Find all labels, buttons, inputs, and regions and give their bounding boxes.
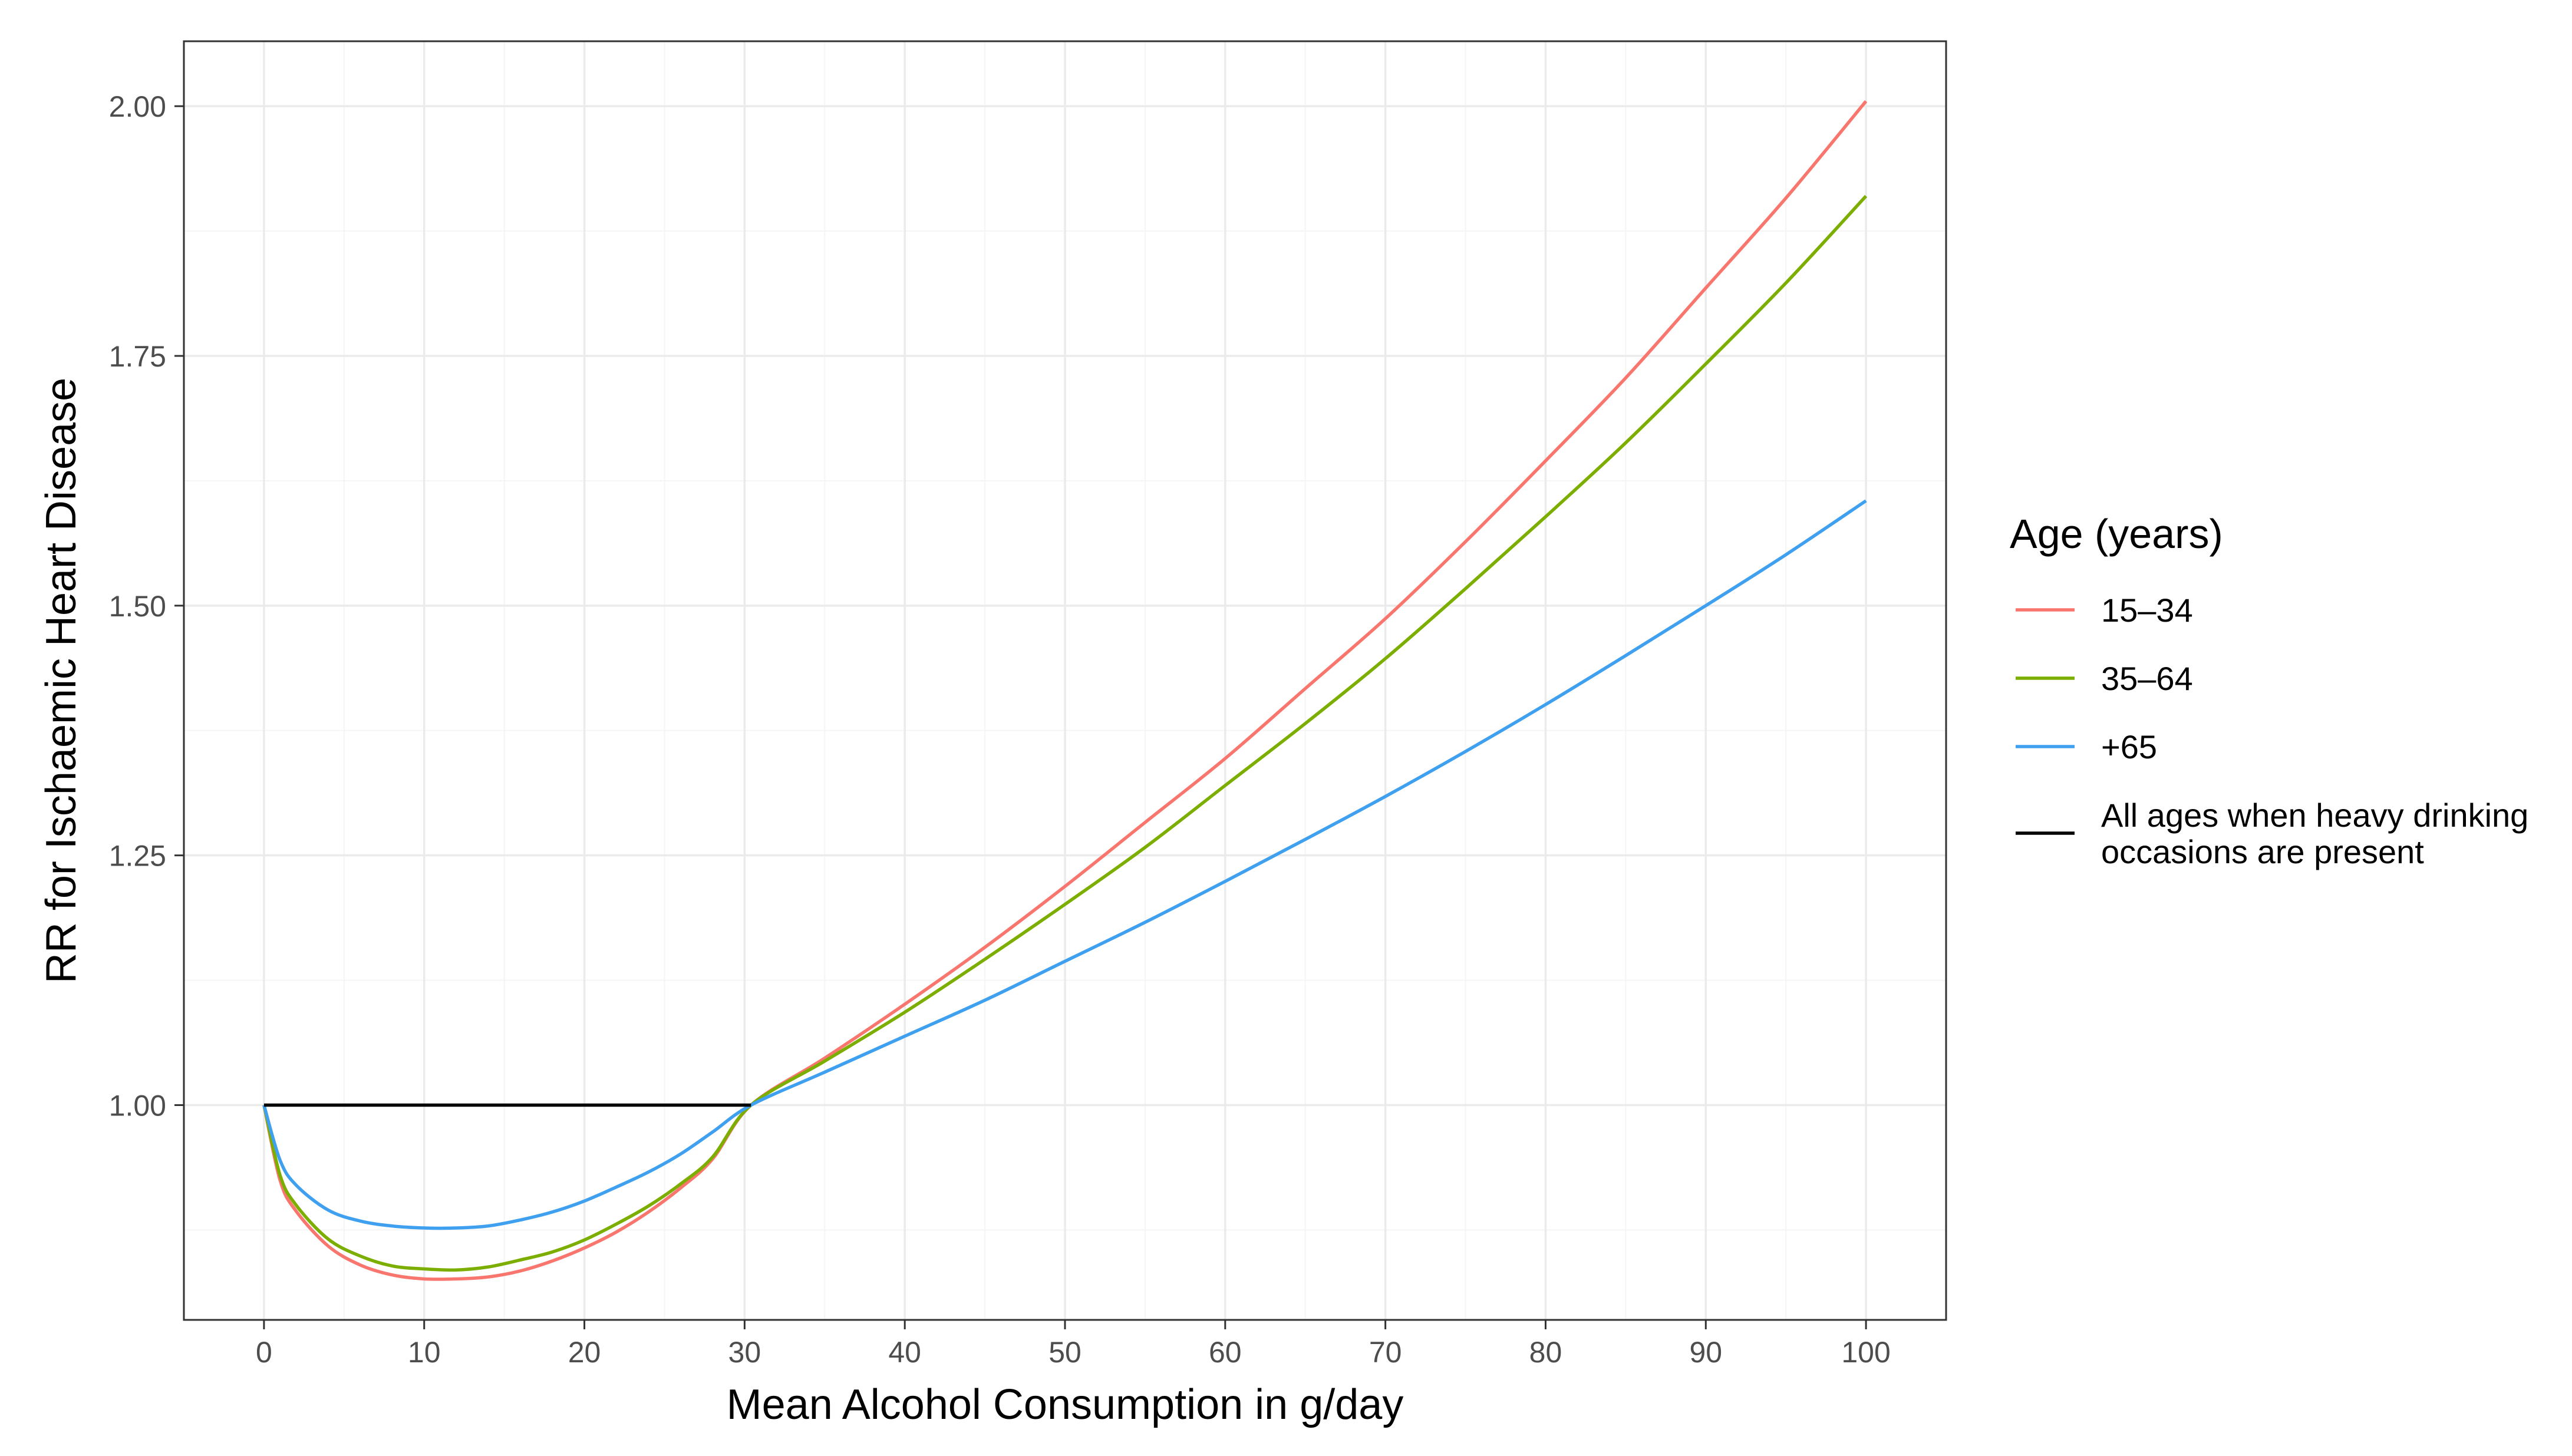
legend-label-3: All ages when heavy drinking — [2101, 797, 2528, 834]
legend-title: Age (years) — [2010, 511, 2223, 557]
y-tick-label: 1.50 — [109, 590, 166, 623]
series-line-1 — [262, 194, 1868, 1272]
legend-label-1: 35–64 — [2101, 660, 2193, 697]
x-tick-label: 60 — [1209, 1336, 1242, 1369]
x-tick-label: 10 — [408, 1336, 441, 1369]
x-tick-label: 20 — [568, 1336, 601, 1369]
x-tick-label: 0 — [256, 1336, 272, 1369]
axis-ticks: 0 10 20 30 40 50 60 70 80 90 100 1.00 1.25 1.50 1.75 2.… — [109, 90, 1891, 1369]
x-tick-label: 70 — [1369, 1336, 1402, 1369]
series-line-2 — [262, 499, 1867, 1230]
x-tick-label: 90 — [1689, 1336, 1722, 1369]
x-tick-label: 50 — [1048, 1336, 1081, 1369]
x-tick-label: 100 — [1841, 1336, 1890, 1369]
legend-label-3: occasions are present — [2101, 833, 2424, 870]
y-tick-label: 1.00 — [109, 1089, 166, 1122]
y-tick-label: 1.75 — [109, 340, 166, 373]
x-axis-title: Mean Alcohol Consumption in g/day — [727, 1381, 1404, 1428]
series-lines — [262, 100, 1868, 1281]
x-tick-label: 40 — [888, 1336, 921, 1369]
y-tick-label: 1.25 — [109, 840, 166, 873]
y-axis-title: RR for Ischaemic Heart Disease — [38, 378, 85, 983]
legend-label-2: +65 — [2101, 728, 2157, 765]
grid — [184, 41, 1946, 1320]
x-tick-label: 80 — [1529, 1336, 1562, 1369]
x-tick-label: 30 — [728, 1336, 761, 1369]
y-tick-label: 2.00 — [109, 90, 166, 123]
legend: Age (years) 15–34 35–64 +65 All ages when h… — [2010, 511, 2528, 870]
series-line-0 — [262, 100, 1868, 1281]
legend-label-0: 15–34 — [2101, 592, 2193, 629]
legend-items: 15–34 35–64 +65 All ages when heavy drinkin… — [2016, 592, 2528, 870]
